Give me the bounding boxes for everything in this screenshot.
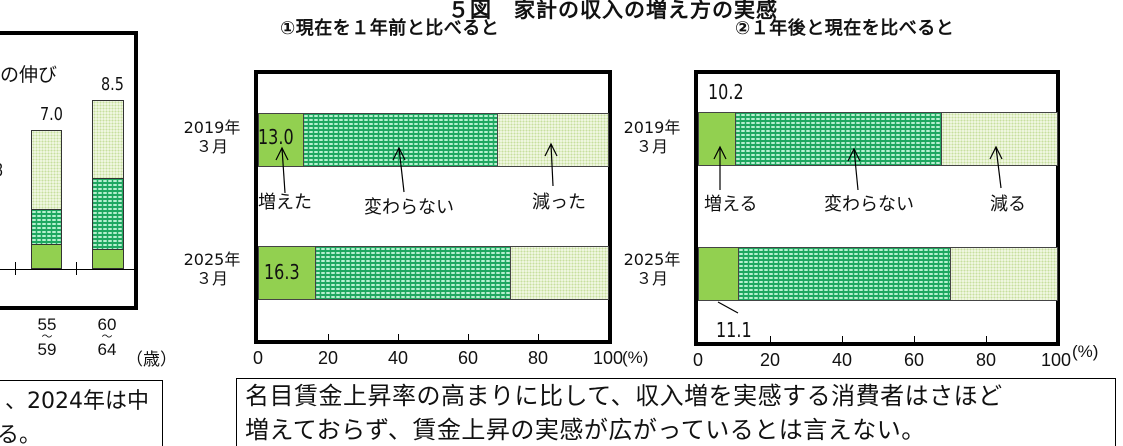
panel1-title: ①現在を１年前と比べると xyxy=(280,18,500,39)
panel1-xtick-80: 80 xyxy=(527,348,549,368)
panel1-bar-2025 xyxy=(258,246,609,300)
caption-line-1: 名目賃金上昇率の高まりに比して、収入増を実感する消費者はさほど xyxy=(245,382,1003,410)
panel1-value-2025: 16.3 xyxy=(264,260,300,284)
panel2-bar-2019 xyxy=(698,112,1058,166)
panel2-tick xyxy=(770,336,771,342)
left-baseline xyxy=(0,269,138,270)
panel2-value-2019: 10.2 xyxy=(708,80,744,104)
panel1-row-label-2019: 2019年 ３月 xyxy=(183,118,241,156)
panel1-value-2019: 13.0 xyxy=(258,125,294,149)
panel2-anno-inc: 増える xyxy=(704,194,758,215)
panel1-anno-same: 変わらない xyxy=(364,197,454,218)
left-bar-label-1: 7.0 xyxy=(40,104,63,125)
panel2-tick xyxy=(914,336,915,342)
panel1-xtick-0: 0 xyxy=(252,348,264,368)
panel1-anno-inc: 増えた xyxy=(258,192,312,213)
left-bar-60-64 xyxy=(92,100,124,269)
panel1-bar-2019-same xyxy=(304,114,498,166)
panel1-bar-2025-dec xyxy=(510,247,608,299)
panel2-bar-2025-dec xyxy=(950,248,1057,300)
figure-title: ５図 家計の収入の増え方の実感 xyxy=(448,0,778,22)
left-unit-label: （歳） xyxy=(126,350,177,370)
panel1-xtick-60: 60 xyxy=(457,348,479,368)
panel2-bar-2025 xyxy=(698,247,1058,301)
panel2-bar-2019-inc xyxy=(699,113,736,165)
left-tick xyxy=(15,262,16,275)
left-bar-55-59-dec xyxy=(32,131,61,210)
panel1-tick xyxy=(468,334,469,340)
panel2-xtick-60: 60 xyxy=(903,350,925,370)
left-xlabel-55-59: 55 ～ 59 xyxy=(37,315,57,359)
panel1-tick xyxy=(328,334,329,340)
left-panel-frame xyxy=(0,31,138,310)
left-bar-55-59 xyxy=(31,130,62,269)
left-caption-box: 、2024年は中 る。 xyxy=(0,380,163,446)
panel1-anno-dec: 減った xyxy=(532,192,586,213)
panel2-xtick-20: 20 xyxy=(759,350,781,370)
panel2-anno-dec: 減る xyxy=(990,194,1026,215)
panel2-anno-same: 変わらない xyxy=(824,194,914,215)
panel2-bar-2019-dec xyxy=(941,113,1057,165)
left-bar-55-59-inc xyxy=(32,245,61,268)
panel1-xtick-100: 100 xyxy=(592,348,624,368)
panel2-row-label-2019: 2019年 ３月 xyxy=(623,118,681,156)
left-bar-label-0: 8 xyxy=(0,160,3,181)
left-panel-title-fragment: の伸び xyxy=(0,64,58,86)
panel2-title: ②１年後と現在を比べると xyxy=(735,18,955,39)
left-bar-60-64-inc xyxy=(93,250,123,268)
panel1-bar-2025-same xyxy=(315,247,511,299)
panel1-tick xyxy=(398,334,399,340)
left-tick xyxy=(76,262,77,275)
panel2-row-label-2025: 2025年 ３月 xyxy=(623,250,681,288)
panel1-unit: (%) xyxy=(622,348,649,367)
panel2-value-2025: 11.1 xyxy=(716,318,752,342)
panel1-bar-2025-inc xyxy=(259,247,316,299)
panel1-xtick-20: 20 xyxy=(317,348,339,368)
panel2-xtick-100: 100 xyxy=(1040,350,1072,370)
panel2-unit: (%) xyxy=(1072,342,1099,361)
caption-box: 名目賃金上昇率の高まりに比して、収入増を実感する消費者はさほど 増えておらず、賃… xyxy=(236,378,1116,446)
left-caption-fragment: 、2024年は中 xyxy=(5,389,149,414)
panel2-bar-2025-inc xyxy=(699,248,739,300)
left-bar-60-64-same xyxy=(93,179,123,250)
panel1-xtick-40: 40 xyxy=(387,348,409,368)
panel2-xtick-0: 0 xyxy=(692,350,704,370)
panel2-bar-2019-same xyxy=(735,113,942,165)
panel2-tick xyxy=(986,336,987,342)
panel1-tick xyxy=(538,334,539,340)
left-bar-label-2: 8.5 xyxy=(101,74,124,95)
panel1-row-label-2025: 2025年 ３月 xyxy=(183,250,241,288)
panel1-bar-2019-dec xyxy=(497,114,608,166)
panel1-bar-2019 xyxy=(258,113,609,167)
panel2-xtick-80: 80 xyxy=(975,350,997,370)
left-bar-60-64-dec xyxy=(93,101,123,179)
left-caption-fragment2: る。 xyxy=(0,423,42,446)
panel2-bar-2025-same xyxy=(738,248,951,300)
left-xlabel-60-64: 60 ～ 64 xyxy=(97,315,117,359)
panel2-xtick-40: 40 xyxy=(831,350,853,370)
caption-line-2: 増えておらず、賃金上昇の実感が広がっているとは言えない。 xyxy=(245,416,926,444)
panel2-tick xyxy=(842,336,843,342)
left-bar-55-59-same xyxy=(32,210,61,245)
